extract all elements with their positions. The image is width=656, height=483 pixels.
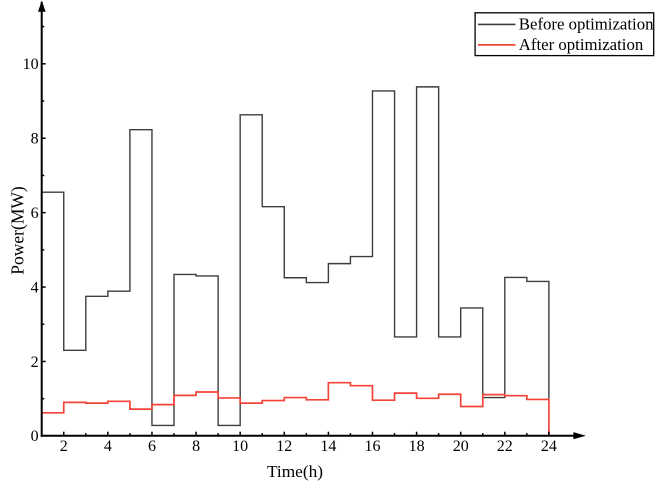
svg-text:2: 2 [31,354,39,371]
svg-text:Before optimization: Before optimization [519,15,654,34]
svg-text:6: 6 [148,438,156,455]
svg-text:Time(h): Time(h) [267,462,323,481]
svg-text:8: 8 [192,438,200,455]
svg-text:4: 4 [31,279,39,296]
svg-text:12: 12 [276,438,292,455]
svg-text:24: 24 [541,438,557,455]
svg-text:10: 10 [23,56,39,73]
svg-text:22: 22 [497,438,513,455]
svg-text:4: 4 [104,438,112,455]
svg-text:20: 20 [453,438,469,455]
svg-text:Power(MW): Power(MW) [8,186,28,275]
svg-text:0: 0 [31,428,39,445]
svg-text:8: 8 [31,131,39,148]
svg-text:After optimization: After optimization [519,35,644,54]
svg-text:10: 10 [232,438,248,455]
svg-text:16: 16 [364,438,380,455]
svg-text:18: 18 [409,438,425,455]
svg-text:6: 6 [31,205,39,222]
svg-text:14: 14 [320,438,336,455]
svg-text:2: 2 [60,438,68,455]
